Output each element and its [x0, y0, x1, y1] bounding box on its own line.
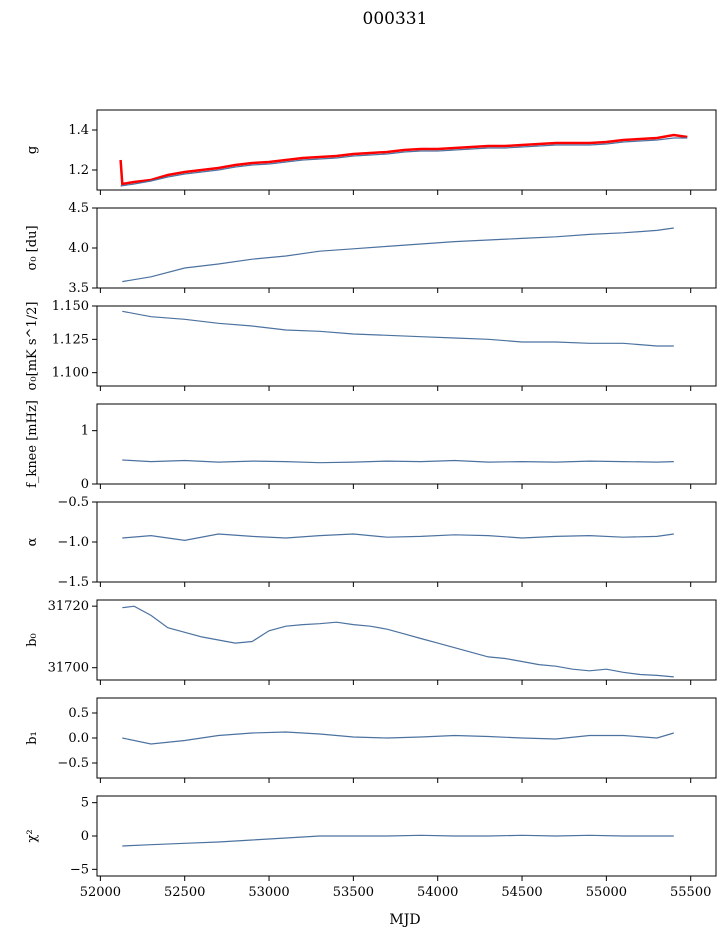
y-tick-label: 31700 [48, 661, 89, 676]
x-tick-label: 52000 [80, 885, 121, 900]
y-axis-label: f_knee [mHz] [25, 400, 40, 488]
y-axis-label: χ² [25, 829, 40, 842]
y-tick-label: −5 [70, 862, 89, 877]
y-tick-label: 0 [81, 477, 89, 492]
x-axis-label: MJD [389, 912, 420, 928]
x-tick-label: 55000 [586, 885, 627, 900]
panels: 1.2 1.4 g 3.5 4.0 4.5 σ₀ [du] 1.100 1.125 1.150 σ₀… [25, 109, 717, 900]
panel-frame [96, 501, 717, 583]
x-tick-label: 53500 [333, 885, 374, 900]
series-line [122, 605, 674, 678]
figure-title: 000331 [363, 9, 428, 29]
y-axis-label: b₁ [25, 731, 40, 745]
series-line [120, 137, 688, 187]
y-tick-label: −0.5 [57, 495, 89, 510]
x-tick-label: 55500 [670, 885, 711, 900]
y-tick-label: 4.0 [68, 241, 89, 256]
y-tick-label: 31720 [48, 599, 89, 614]
y-tick-label: 1.2 [68, 163, 89, 178]
y-tick-label: 1.100 [52, 366, 89, 381]
panel-frame [96, 403, 717, 485]
x-tick-label: 53000 [248, 885, 289, 900]
y-tick-label: 3.5 [68, 281, 89, 296]
y-tick-label: 0 [81, 829, 89, 844]
y-axis-label: b₀ [25, 633, 40, 647]
y-axis-label: σ₀ [du] [25, 225, 40, 270]
x-tick-label: 54500 [501, 885, 542, 900]
y-tick-label: 4.5 [68, 201, 89, 216]
y-tick-label: −0.5 [57, 756, 89, 771]
y-tick-label: 1 [81, 424, 89, 439]
series-line [122, 533, 674, 542]
y-tick-label: −1.5 [57, 575, 89, 590]
panel-frame [96, 305, 717, 387]
y-axis-label: α [25, 537, 40, 546]
y-tick-label: 0.5 [68, 706, 89, 721]
series-line [122, 310, 674, 347]
y-tick-label: 0.0 [68, 731, 89, 746]
panel-frame [96, 207, 717, 289]
panel-frame [96, 599, 717, 681]
y-tick-label: 1.125 [52, 332, 89, 347]
series-line [119, 133, 688, 186]
y-axis-label: g [25, 146, 40, 154]
y-tick-label: 5 [81, 796, 89, 811]
series-line [122, 731, 674, 745]
series-line [122, 459, 674, 464]
series-line [122, 227, 674, 283]
y-tick-label: 1.4 [68, 123, 89, 138]
panel-frame [96, 109, 717, 191]
y-tick-label: 1.150 [52, 299, 89, 314]
y-axis-label: σ₀[mK s^1/2] [25, 302, 40, 391]
series-line [122, 834, 674, 847]
x-tick-label: 54000 [417, 885, 458, 900]
y-tick-label: −1.0 [57, 535, 89, 550]
x-tick-label: 52500 [164, 885, 205, 900]
